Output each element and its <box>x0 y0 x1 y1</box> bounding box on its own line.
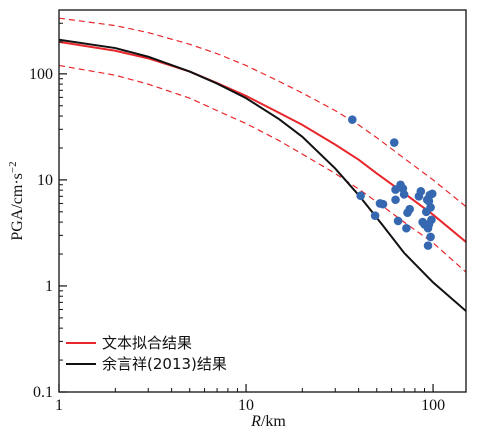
legend-label: 余言祥(2013)结果 <box>102 355 227 373</box>
data-point <box>370 211 380 220</box>
data-point <box>427 189 437 199</box>
data-point <box>393 216 403 226</box>
axes-layer <box>58 9 467 393</box>
data-point <box>391 195 400 205</box>
y-axis-title-exponent: −2 <box>7 161 19 173</box>
x-tick-label: 100 <box>421 397 445 414</box>
legend-label: 文本拟合结果 <box>102 334 192 352</box>
upper-bound-dashed-line <box>59 17 466 208</box>
lower-bound-dashed-line <box>59 64 466 273</box>
data-point <box>426 203 435 212</box>
data-point <box>399 190 409 199</box>
x-axis-title-variable: R <box>250 413 261 430</box>
data-point <box>416 187 426 196</box>
y-tick-label: 100 <box>29 66 53 83</box>
x-axis-title-unit: /km <box>261 413 286 430</box>
data-point <box>402 223 411 233</box>
y-tick-label: 0.1 <box>33 384 53 401</box>
plot-frame <box>58 9 467 393</box>
y-axis-title-main: PGA/cm·s <box>9 173 26 241</box>
data-point <box>389 138 399 147</box>
data-point <box>378 199 388 209</box>
data-point <box>356 191 365 200</box>
reference-line <box>59 38 466 312</box>
series-layer <box>59 17 466 312</box>
data-point <box>348 115 357 124</box>
data-point <box>426 232 435 242</box>
data-point <box>405 204 414 214</box>
data-point <box>423 241 433 250</box>
x-tick-label: 10 <box>238 397 254 414</box>
data-point <box>424 220 434 229</box>
x-tick-label: 1 <box>55 397 63 414</box>
y-tick-label: 1 <box>45 278 53 295</box>
y-tick-label: 10 <box>37 172 53 189</box>
x-axis-title: R/km <box>250 413 286 430</box>
y-axis-title: PGA/cm·s−2 <box>7 161 26 240</box>
